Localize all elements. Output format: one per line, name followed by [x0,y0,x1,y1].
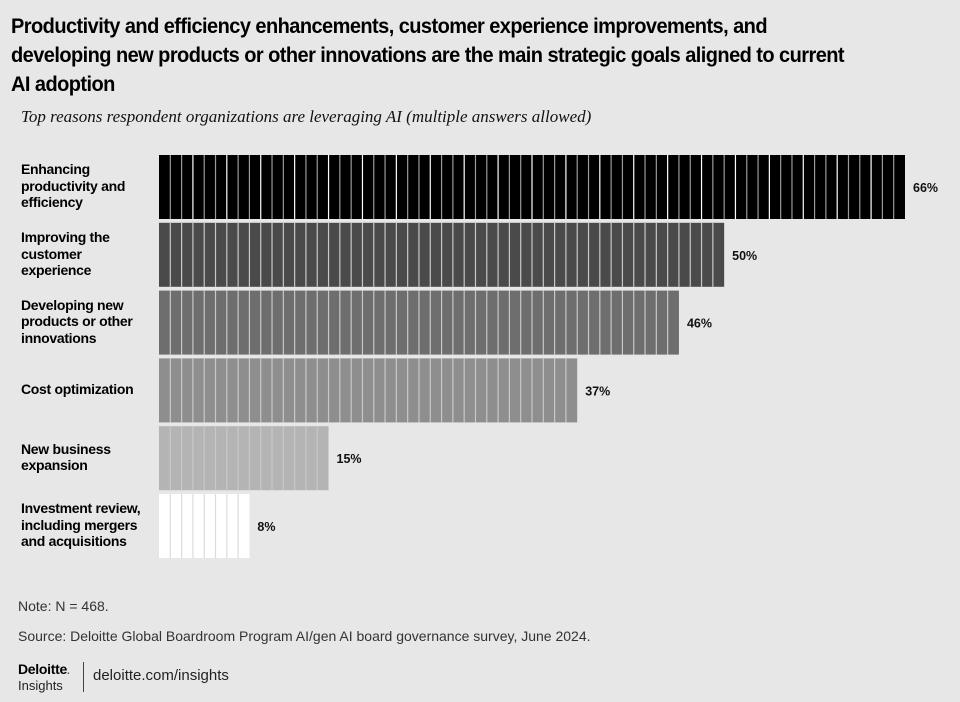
category-label-line: expansion [21,457,88,474]
category-label-line: including mergers [21,516,138,533]
value-label: 46% [687,317,712,331]
value-label: 50% [732,249,757,263]
category-label: Developing new products or other innovatio… [21,297,156,347]
category-label-line: efficiency [21,194,83,211]
category-label-line: productivity and [21,177,126,194]
source-text: Source: Deloitte Global Boardroom Progra… [18,628,591,644]
category-label-line: and acquisitions [21,533,127,550]
note-text: Note: N = 468. [18,598,109,614]
bar-group: 37% [159,358,610,423]
category-label-line: Cost optimization [21,381,134,398]
category-label: New business expansion [21,441,156,474]
bar-chart: 66% 50% 46% 37% 15% 8% [159,155,938,558]
category-label-line: Investment review, [21,500,141,517]
website-link[interactable]: deloitte.com/insights [93,667,229,684]
category-label: Enhancing productivity and efficiency [21,161,156,211]
chart-title: Productivity and efficiency enhancements… [11,14,845,96]
category-label-line: Developing new [21,296,124,313]
bar-group: 50% [159,222,757,287]
category-label-line: experience [21,262,92,279]
category-label: Cost optimization [21,381,156,398]
category-label-line: New business [21,440,111,457]
value-label: 66% [913,181,938,195]
category-label-line: products or other [21,313,133,330]
category-label-line: customer [21,245,82,262]
bar-group: 8% [159,494,276,558]
logo-dot: . [66,666,70,677]
bar [159,358,578,423]
category-label-line: Improving the [21,229,110,246]
category-label-line: innovations [21,329,97,346]
category-label: Improving the customer experience [21,229,156,279]
value-label: 37% [585,384,610,398]
deloitte-insights-logo: Deloitte. Insights [18,661,70,693]
logo-sub: Insights [18,678,63,693]
value-label: 15% [337,452,362,466]
bar-group: 46% [159,290,712,355]
category-label: Investment review, including mergers and a… [21,500,156,550]
chart-subtitle: Top reasons respondent organizations are… [21,107,592,126]
logo-divider [83,662,84,692]
logo-brand: Deloitte [18,661,67,677]
category-label-line: Enhancing [21,161,90,178]
value-label: 8% [257,520,275,534]
bar-group: 66% [159,155,938,219]
bar-group: 15% [159,426,362,491]
bar [159,426,329,491]
